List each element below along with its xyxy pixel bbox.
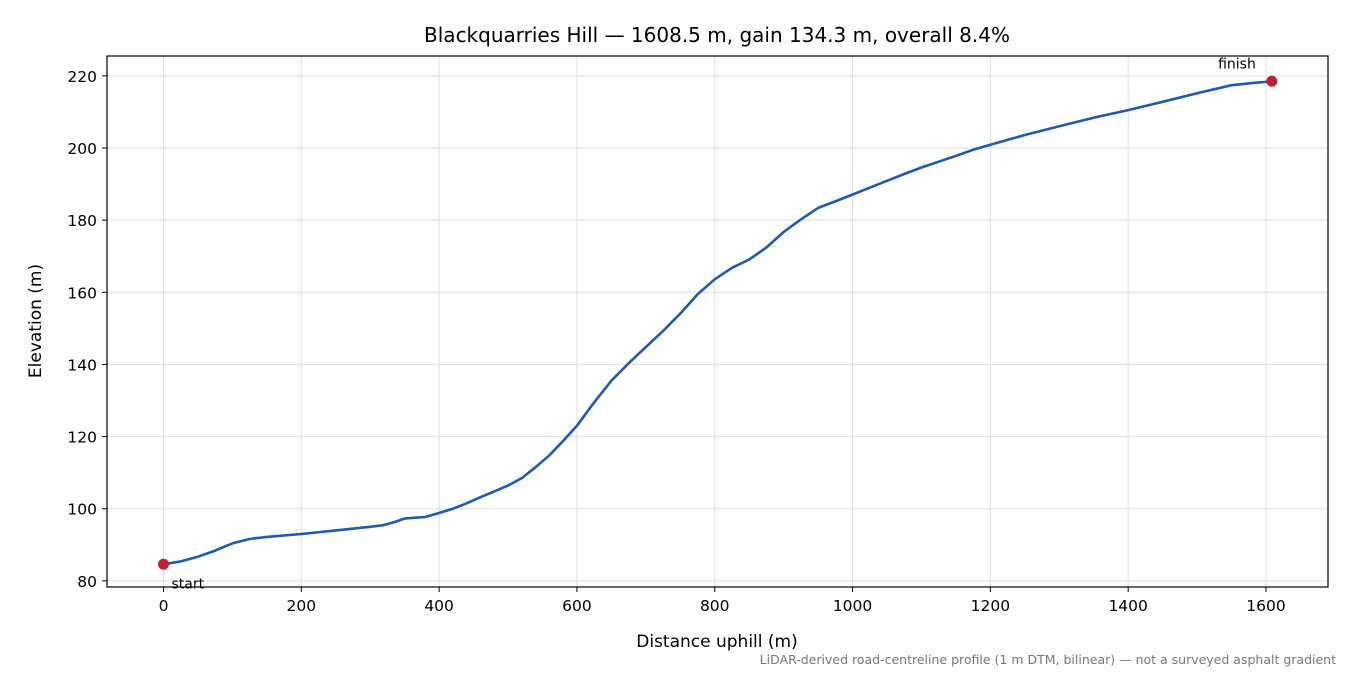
y-axis-label: Elevation (m)	[26, 264, 46, 378]
x-tick-label: 600	[562, 597, 592, 615]
x-tick-label: 200	[287, 597, 317, 615]
x-axis-label: Distance uphill (m)	[636, 632, 797, 652]
y-tick-label: 100	[67, 501, 97, 519]
y-tick-label: 80	[77, 573, 97, 591]
plot-frame	[106, 55, 1329, 588]
x-tick-label: 400	[424, 597, 454, 615]
series-layer	[162, 80, 1274, 566]
grid	[107, 56, 1328, 587]
chart-title: Blackquarries Hill — 1608.5 m, gain 134.…	[424, 23, 1010, 47]
annotations: start finish	[158, 56, 1278, 592]
x-tick-label: 1400	[1108, 597, 1147, 615]
label-finish: finish	[1218, 56, 1256, 72]
x-tick-label: 1200	[971, 597, 1010, 615]
marker-start	[158, 558, 170, 570]
y-tick-label: 140	[67, 356, 97, 374]
y-tick-label: 180	[67, 212, 97, 230]
marker-finish	[1266, 75, 1278, 87]
y-tick-label: 120	[67, 429, 97, 447]
y-tick-label: 160	[67, 284, 97, 302]
x-tick-label: 800	[700, 597, 730, 615]
label-start: start	[172, 576, 205, 592]
footnote: LiDAR-derived road-centreline profile (1…	[759, 652, 1336, 667]
x-tick-label: 1600	[1246, 597, 1285, 615]
x-tick-label: 0	[159, 597, 169, 615]
y-tick-label: 200	[67, 140, 97, 158]
axis-ticks: 0 200 400 600 800 1000 1200 1400 1600 80 100 120 140…	[67, 68, 1285, 615]
x-tick-label: 1000	[833, 597, 872, 615]
elevation-line	[162, 80, 1274, 566]
y-tick-label: 220	[67, 68, 97, 86]
